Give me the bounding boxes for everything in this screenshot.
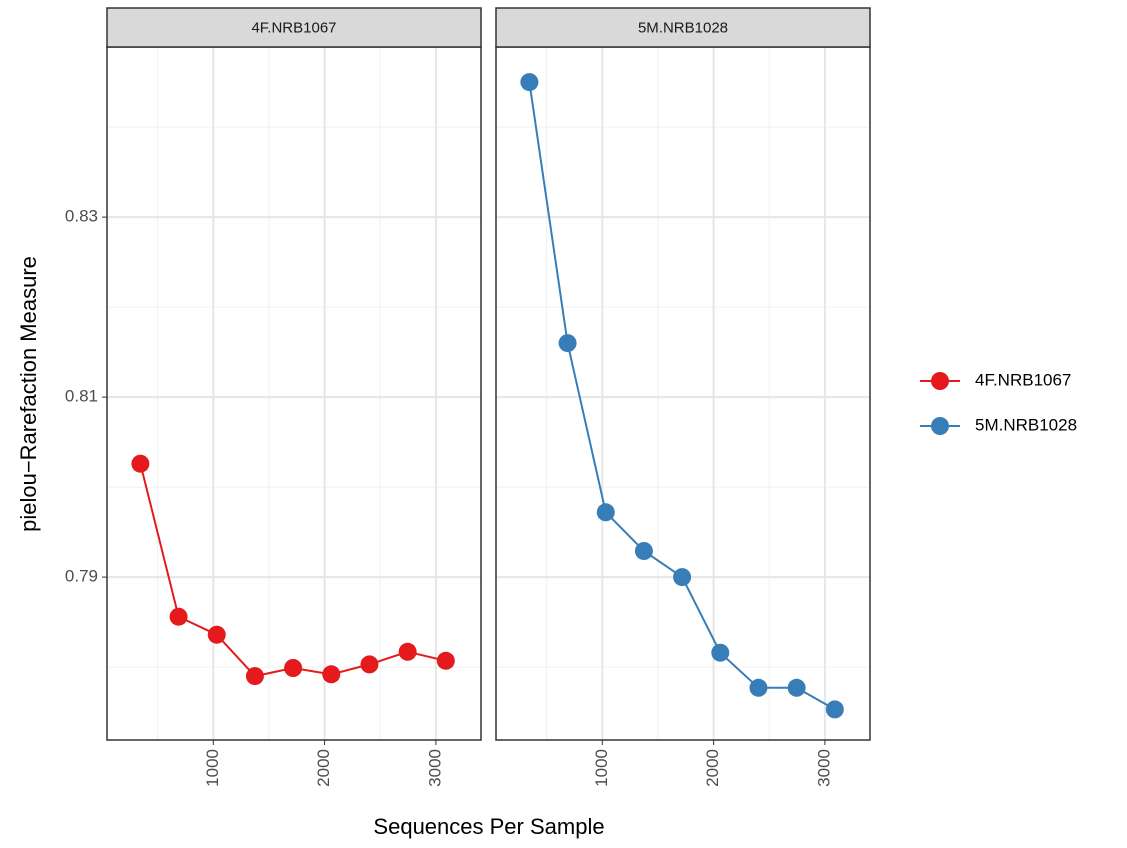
legend-marker xyxy=(931,417,949,435)
x-axis-title: Sequences Per Sample xyxy=(373,814,604,839)
data-point xyxy=(558,334,577,353)
data-point xyxy=(284,659,303,677)
strip-text: 5M.NRB1028 xyxy=(638,19,728,36)
legend-label: 5M.NRB1028 xyxy=(975,415,1077,434)
data-point xyxy=(169,607,188,626)
legend-label: 4F.NRB1067 xyxy=(975,370,1071,389)
legend-marker xyxy=(931,372,949,390)
data-point xyxy=(245,667,264,686)
strip xyxy=(495,7,871,48)
panel-background xyxy=(107,47,481,740)
x-tick-label: 3000 xyxy=(425,749,444,787)
data-point xyxy=(749,678,768,697)
data-point xyxy=(825,700,844,719)
y-axis-title: pielou−Rarefaction Measure xyxy=(16,256,41,532)
data-point xyxy=(596,503,615,522)
x-tick-label: 3000 xyxy=(814,749,833,787)
strip xyxy=(106,7,482,48)
data-point xyxy=(207,625,226,644)
data-point xyxy=(436,651,455,670)
data-point xyxy=(673,568,692,587)
y-tick-label: 0.79 xyxy=(65,567,98,586)
data-point xyxy=(398,642,417,661)
data-point xyxy=(711,643,730,662)
y-tick-label: 0.81 xyxy=(65,387,98,406)
data-point xyxy=(360,655,379,674)
x-tick-label: 1000 xyxy=(592,749,611,787)
data-point xyxy=(131,454,150,473)
y-tick-label: 0.83 xyxy=(65,207,98,226)
x-tick-label: 2000 xyxy=(314,749,333,787)
data-point xyxy=(520,73,539,92)
panel-background xyxy=(496,47,870,740)
data-point xyxy=(634,542,653,560)
x-tick-label: 2000 xyxy=(703,749,722,787)
strip-text: 4F.NRB1067 xyxy=(251,19,336,36)
data-point xyxy=(787,678,806,697)
x-tick-label: 1000 xyxy=(203,749,222,787)
data-point xyxy=(322,665,341,684)
